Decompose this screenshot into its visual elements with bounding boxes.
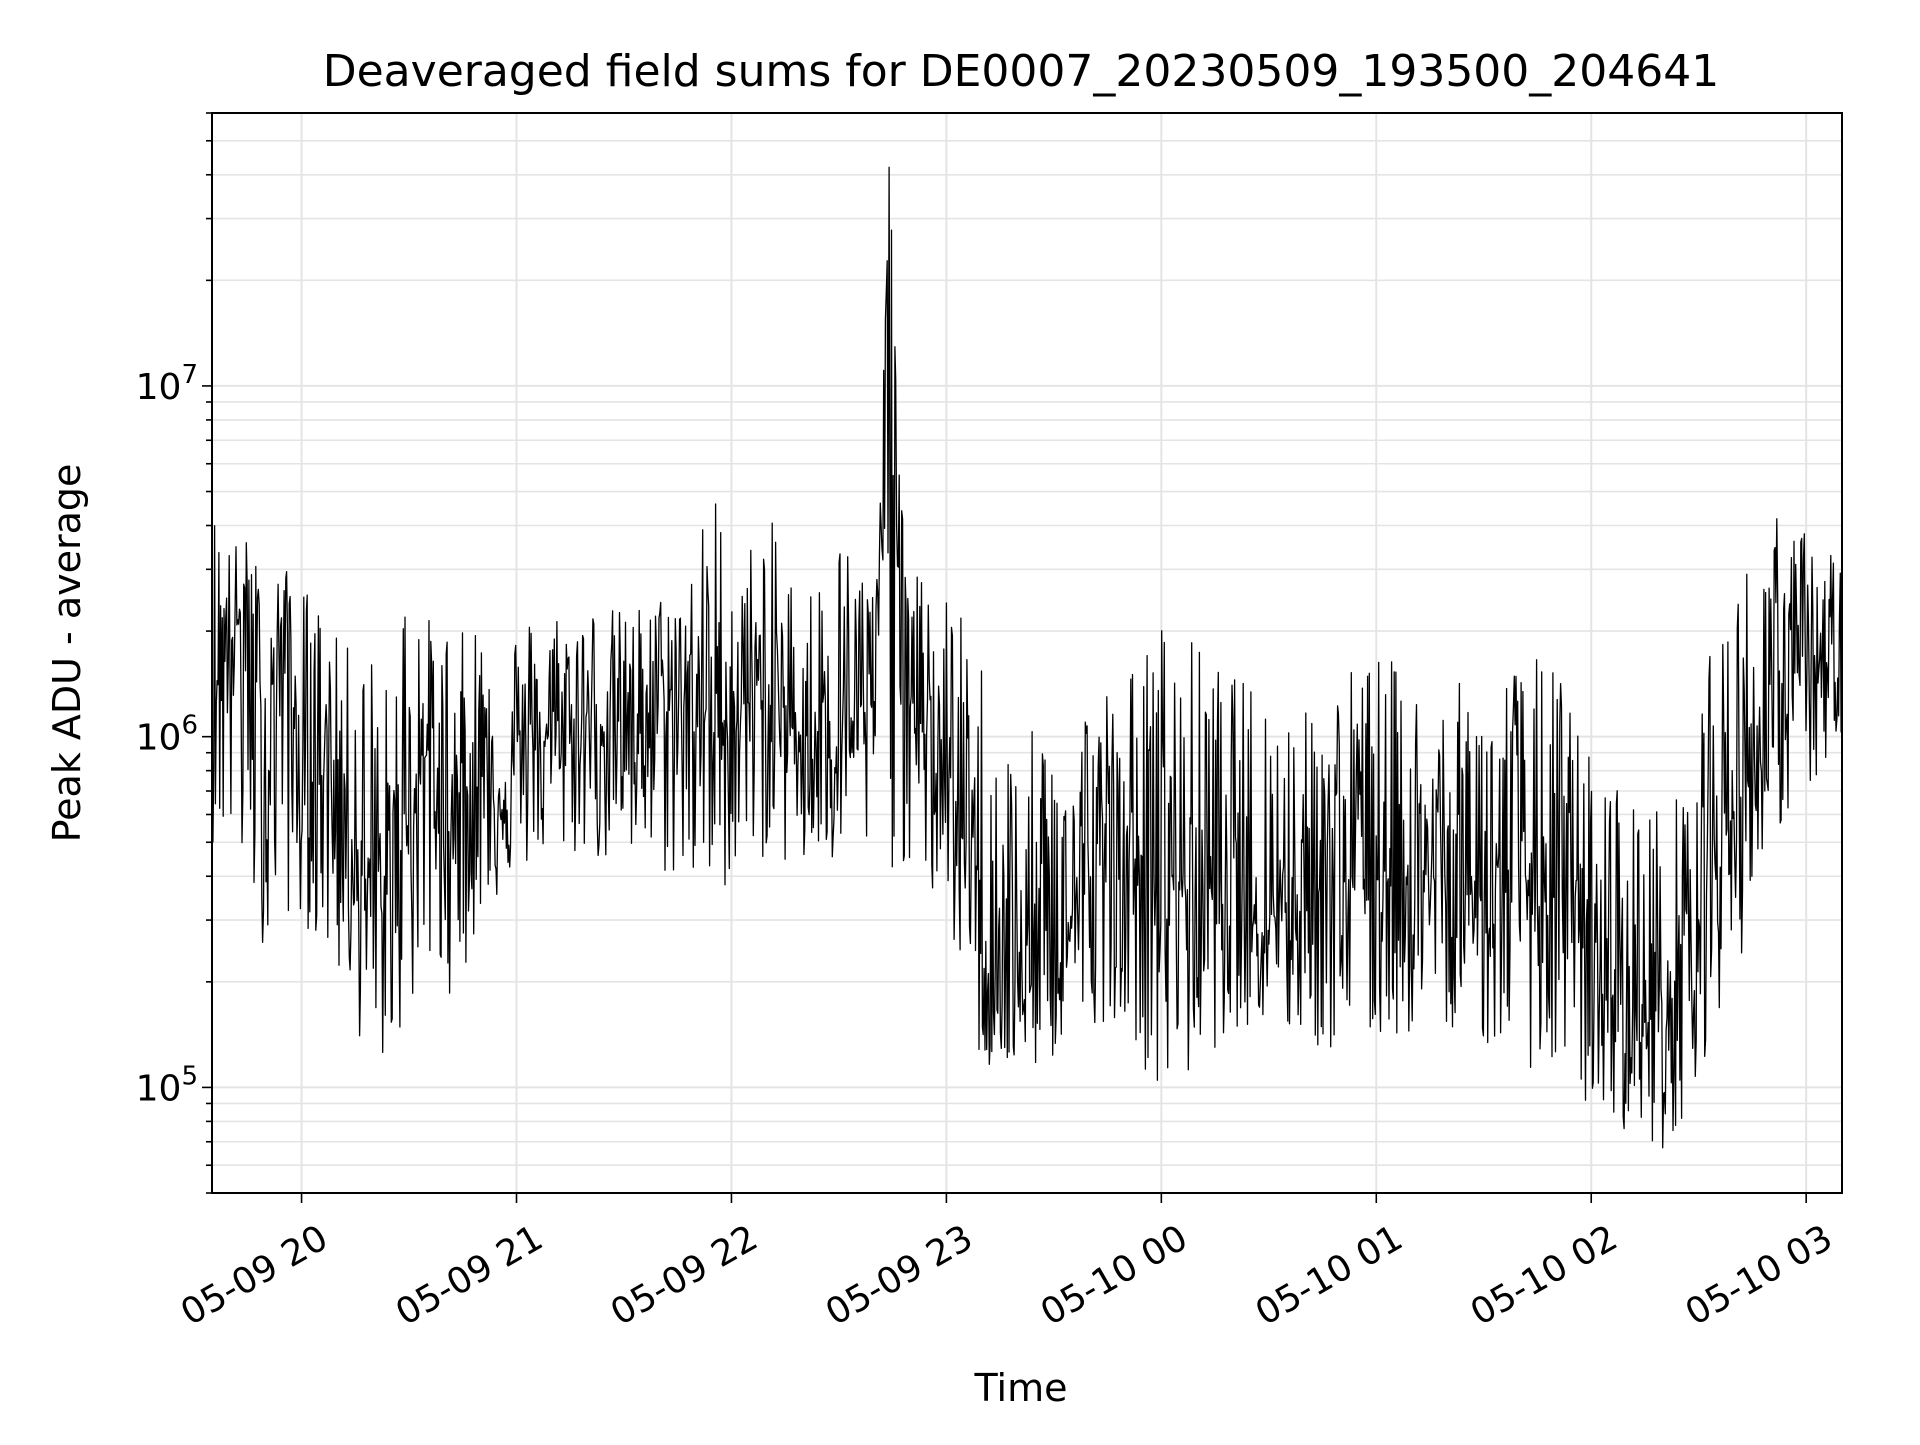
series-line [211,166,1843,1149]
y-tick-label: 105 [136,1061,198,1109]
chart-title: Deaveraged field sums for DE0007_2023050… [323,46,1720,97]
x-axis-label: Time [974,1366,1068,1410]
y-tick-base: 10 [136,1068,182,1109]
y-tick-base: 10 [136,718,182,759]
plot-frame [211,112,1843,1194]
y-axis-label: Peak ADU - average [45,464,89,843]
y-tick-label: 107 [136,360,198,408]
y-tick-base: 10 [136,367,182,408]
y-tick-exponent: 6 [181,711,198,741]
y-tick-exponent: 7 [181,360,198,390]
y-tick-label: 106 [136,711,198,759]
series-layer [211,166,1843,1149]
y-tick-exponent: 5 [181,1061,198,1091]
